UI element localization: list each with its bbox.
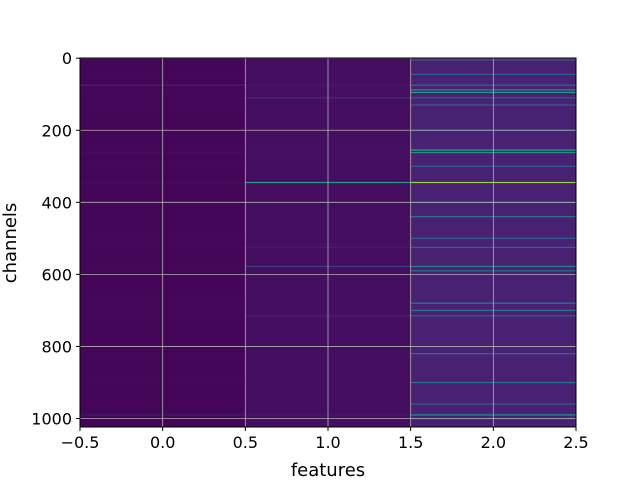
x-axis-label: features [291,460,365,480]
x-tick-label: 2.5 [563,433,588,452]
x-tick-label: 2.0 [481,433,506,452]
y-tick-label: 1000 [31,410,72,429]
y-tick-label: 400 [41,193,72,212]
y-tick-label: 0 [62,49,72,68]
y-tick-label: 800 [41,337,72,356]
x-tick-label: 0.0 [150,433,175,452]
y-axis-ticks: 0 200 400 600 800 1000 [31,49,80,429]
x-tick-label: 0.5 [233,433,258,452]
x-tick-label: 1.5 [398,433,423,452]
y-tick-label: 200 [41,121,72,140]
x-tick-label: −0.5 [61,433,100,452]
y-axis-label: channels [0,203,21,284]
y-tick-label: 600 [41,265,72,284]
x-tick-label: 1.0 [315,433,340,452]
x-axis-ticks: −0.5 0.0 0.5 1.0 1.5 2.0 2.5 [61,427,589,452]
